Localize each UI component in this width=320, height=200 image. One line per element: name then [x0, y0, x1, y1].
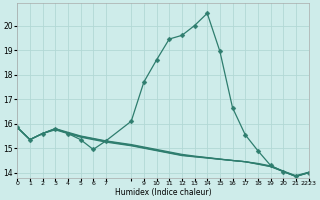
X-axis label: Humidex (Indice chaleur): Humidex (Indice chaleur) [115, 188, 211, 197]
